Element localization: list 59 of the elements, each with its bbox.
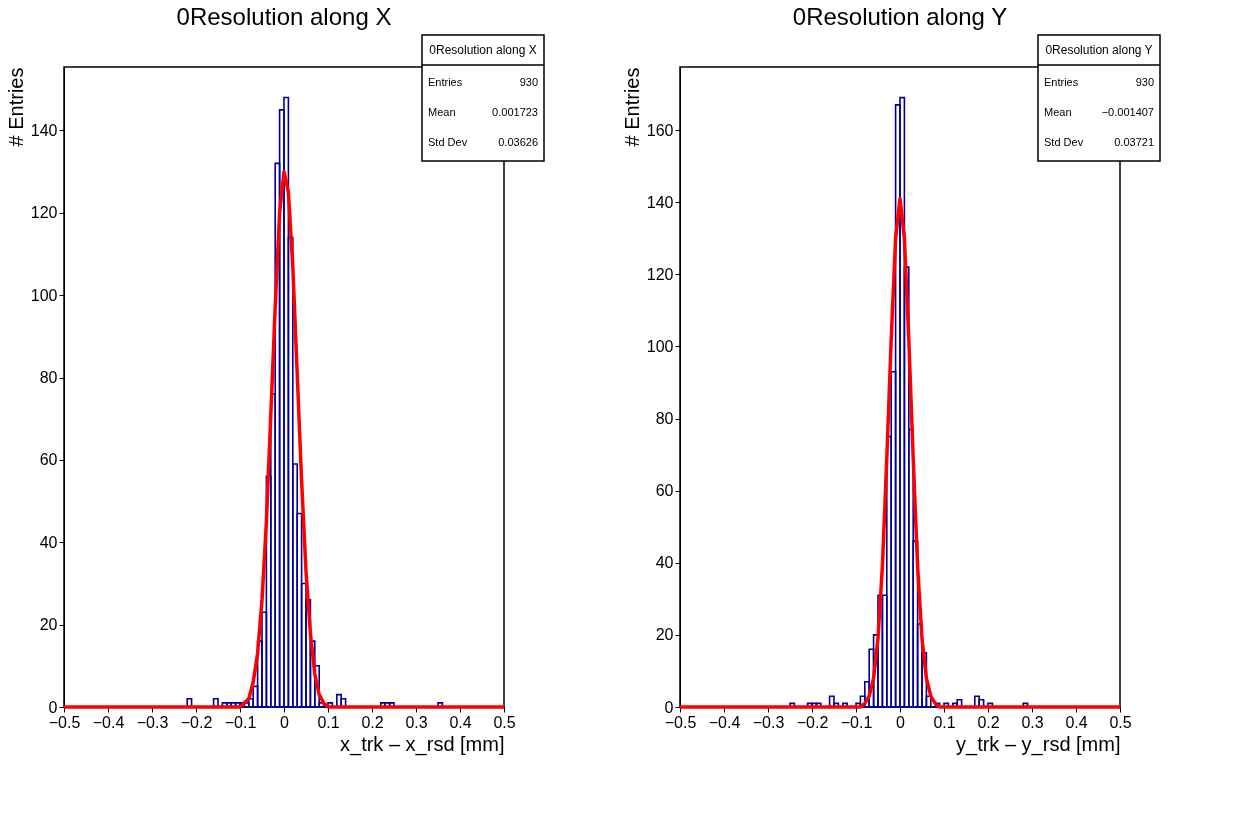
text: 930 [1135, 76, 1154, 88]
x-tick-label: −0.1 [224, 713, 257, 731]
annotation: 0.03721 [1114, 136, 1154, 148]
y-tick-label: 0 [48, 698, 58, 716]
annotation: Mean [428, 106, 456, 118]
annotation: Std Dev [1044, 136, 1084, 148]
x-tick-label: 0 [896, 713, 906, 731]
text: 0Resolution along X [429, 43, 537, 57]
chart-title: 0Resolution along Y [792, 3, 1008, 31]
chart-title: 0Resolution along X [176, 3, 392, 31]
y-tick-label: 120 [30, 204, 58, 222]
x-tick-label: 0.5 [493, 713, 516, 731]
y-tick-label: 100 [646, 337, 674, 355]
x-tick-label: 0.3 [405, 713, 428, 731]
x-tick-label: 0.2 [361, 713, 384, 731]
x-tick-label: −0.5 [664, 713, 697, 731]
x-tick-label: −0.4 [92, 713, 125, 731]
x-tick-label: 0 [280, 713, 290, 731]
y-tick-label: 60 [39, 451, 58, 469]
annotation: 0.03626 [498, 136, 538, 148]
y-tick-label: 20 [39, 616, 58, 634]
annotation: −0.001407 [1101, 106, 1154, 118]
x-tick-label: −0.4 [708, 713, 741, 731]
annotation: Std Dev [428, 136, 468, 148]
x-tick-label: 0.2 [977, 713, 1000, 731]
x-tick-label: −0.5 [48, 713, 81, 731]
x-tick-label: 0.4 [1065, 713, 1088, 731]
y-tick-label: 140 [30, 121, 58, 139]
x-tick-label: −0.3 [752, 713, 785, 731]
x-axis-title: y_trk – y_rsd [mm] [956, 732, 1121, 756]
y-tick-label: 140 [646, 193, 674, 211]
y-tick-label: 100 [30, 286, 58, 304]
y-tick-label: 120 [646, 265, 674, 283]
y-tick-label: 80 [39, 369, 58, 387]
text: 930 [519, 76, 538, 88]
x-tick-label: 0.5 [1109, 713, 1132, 731]
x-tick-label: −0.1 [840, 713, 873, 731]
y-tick-label: 160 [646, 121, 674, 139]
text: 0Resolution along Y [1045, 43, 1153, 57]
x-tick-label: 0.1 [933, 713, 956, 731]
x-axis-title: x_trk – x_rsd [mm] [340, 732, 505, 756]
annotation: Mean [1044, 106, 1072, 118]
y-tick-label: 40 [655, 554, 674, 572]
x-tick-label: 0.1 [317, 713, 340, 731]
y-axis-title: # Entries [620, 67, 643, 147]
annotation: Entries [1044, 76, 1079, 88]
y-tick-label: 60 [655, 482, 674, 500]
y-tick-label: 40 [39, 533, 58, 551]
y-axis-title: # Entries [4, 67, 27, 147]
y-tick-label: 80 [655, 410, 674, 428]
annotation: 0.001723 [492, 106, 538, 118]
y-tick-label: 20 [655, 626, 674, 644]
x-tick-label: −0.3 [136, 713, 169, 731]
x-tick-label: 0.4 [449, 713, 472, 731]
x-tick-label: −0.2 [796, 713, 829, 731]
x-tick-label: 0.3 [1021, 713, 1044, 731]
x-tick-label: −0.2 [180, 713, 213, 731]
y-tick-label: 0 [664, 698, 674, 716]
annotation: Entries [428, 76, 463, 88]
